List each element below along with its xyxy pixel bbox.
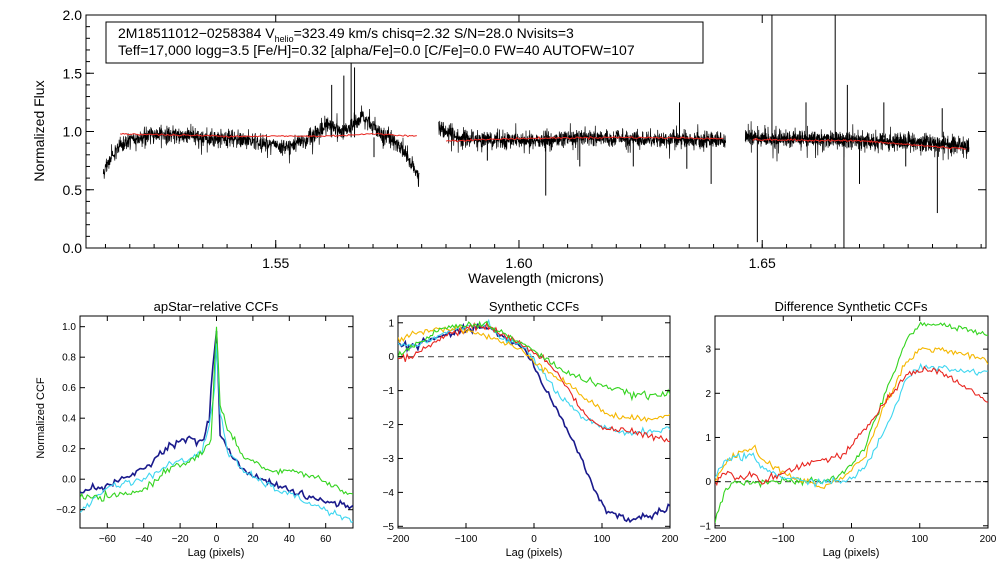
spectrum-chip-1 (102, 105, 420, 188)
synthetic-ticks-layer: −200 −100 0 100 200 −5 −4 −3 −2 −1 0 1 (383, 316, 679, 545)
ccf-apstar-series-cyan (80, 343, 353, 523)
apstar-ccf-panel: −60 −40 −20 0 20 40 60 −0.2 0.0 0.2 0.4 0.6 0.8 1.0 a… (35, 299, 354, 559)
ccf-apstar-y-tick-label: 0.0 (62, 475, 76, 486)
difference-ccf-title: Difference Synthetic CCFs (775, 299, 928, 314)
annotation-line-1: 2M18511012−0258384 Vhelio=323.49 km/s ch… (118, 25, 574, 44)
ccf-apstar-x-tick-label: 0 (214, 534, 220, 545)
ccf-difference-series-green (715, 321, 988, 524)
spectrum-model-1 (119, 132, 417, 138)
spectrum-x-axis-title: Wavelength (microns) (468, 270, 604, 286)
ccf-apstar-x-tick-label: 40 (284, 534, 296, 545)
ccf-synthetic-y-tick-label: −2 (383, 420, 395, 431)
ccf-synthetic-y-tick-label: 1 (388, 318, 394, 329)
ccf-apstar-y-tick-label: 0.2 (62, 444, 76, 455)
ccf-difference-series-cyan (715, 362, 988, 488)
apstar-series-layer (80, 326, 353, 523)
spectrum-y-tick-label: 0.5 (63, 182, 83, 198)
ccf-synthetic-series-navy (398, 322, 670, 524)
ccf-difference-series-orange (715, 346, 988, 490)
ccf-synthetic-x-tick-label: 200 (662, 534, 679, 545)
spectrum-x-tick-label: 1.60 (505, 255, 532, 271)
difference-ticks-layer: −200 −100 0 100 200 −1 0 1 2 3 (700, 316, 997, 545)
ccf-synthetic-y-tick-label: −4 (383, 488, 395, 499)
ccf-apstar-x-tick-label: −40 (135, 534, 152, 545)
spectrum-x-tick-label: 1.55 (262, 255, 289, 271)
spectrum-panel: 1.55 1.60 1.65 0.0 0.5 1.0 1.5 2.0 2M18511012−0… (31, 7, 987, 286)
ccf-synthetic-series-red (398, 320, 670, 443)
spectrum-model-3 (752, 137, 967, 150)
spectrum-chip-2 (438, 120, 727, 161)
spectrum-series-layer (102, 15, 970, 248)
ccf-synthetic-x-tick-label: −200 (387, 534, 410, 545)
apstar-ticks-layer: −60 −40 −20 0 20 40 60 −0.2 0.0 0.2 0.4 0.6 0.8 1.0 (56, 316, 353, 545)
spectrum-ticks-layer: 1.55 1.60 1.65 0.0 0.5 1.0 1.5 2.0 (63, 7, 986, 271)
ccf-difference-x-tick-label: 100 (911, 534, 928, 545)
difference-x-axis-title: Lag (pixels) (823, 547, 880, 559)
synthetic-ccf-title: Synthetic CCFs (489, 299, 580, 314)
spectrum-x-tick-label: 1.65 (749, 255, 776, 271)
ccf-apstar-x-tick-label: 60 (320, 534, 332, 545)
ccf-synthetic-x-tick-label: 100 (594, 534, 611, 545)
ccf-synthetic-y-tick-label: −3 (383, 454, 395, 465)
difference-ccf-panel: −200 −100 0 100 200 −1 0 1 2 3 Difference Synthet… (700, 299, 997, 559)
ccf-synthetic-y-tick-label: −1 (383, 386, 395, 397)
annotation-line-2: Teff=17,000 logg=3.5 [Fe/H]=0.32 [alpha/… (118, 42, 635, 58)
ccf-difference-y-tick-label: 3 (705, 345, 711, 356)
ccf-synthetic-y-tick-label: 0 (388, 352, 394, 363)
ccf-apstar-x-tick-label: −60 (99, 534, 116, 545)
ccf-difference-x-tick-label: 0 (849, 534, 855, 545)
ccf-difference-y-tick-label: 2 (705, 389, 711, 400)
ccf-apstar-y-tick-label: 0.6 (62, 383, 76, 394)
ccf-apstar-x-tick-label: −20 (172, 534, 189, 545)
difference-series-layer (715, 321, 988, 524)
spectrum-y-axis-title: Normalized Flux (31, 80, 47, 181)
spectrum-annotation: 2M18511012−0258384 Vhelio=323.49 km/s ch… (105, 21, 704, 64)
ccf-apstar-y-tick-label: 0.4 (62, 414, 76, 425)
synthetic-ccf-panel: −200 −100 0 100 200 −5 −4 −3 −2 −1 0 1 Synthetic CC… (383, 299, 679, 559)
spectrum-y-tick-label: 1.0 (63, 124, 83, 140)
ccf-difference-x-tick-label: −200 (704, 534, 727, 545)
spectrum-y-tick-label: 2.0 (63, 7, 83, 23)
apstar-ccf-title: apStar−relative CCFs (154, 299, 279, 314)
ccf-difference-y-tick-label: 0 (705, 477, 711, 488)
ccf-synthetic-series-green (398, 320, 670, 402)
ccf-synthetic-series-cyan (398, 318, 670, 437)
spectrum-y-tick-label: 1.5 (63, 65, 83, 81)
ccf-difference-series-red (715, 365, 988, 487)
ccf-synthetic-series-orange (398, 324, 670, 423)
ccf-apstar-series-green (80, 326, 353, 502)
ccf-apstar-y-tick-label: −0.2 (56, 505, 76, 516)
spectrum-y-tick-label: 0.0 (63, 240, 83, 256)
apstar-y-axis-title: Normalized CCF (35, 377, 47, 459)
ccf-apstar-y-tick-label: 1.0 (62, 322, 76, 333)
apstar-x-axis-title: Lag (pixels) (188, 547, 245, 559)
synthetic-series-layer (398, 318, 670, 524)
spectrum-model-2 (445, 135, 724, 143)
ccf-synthetic-x-tick-label: 0 (531, 534, 537, 545)
ccf-apstar-x-tick-label: 20 (247, 534, 259, 545)
synthetic-x-axis-title: Lag (pixels) (506, 547, 563, 559)
ccf-synthetic-x-tick-label: −100 (455, 534, 478, 545)
ccf-difference-y-tick-label: −1 (700, 521, 712, 532)
ccf-synthetic-y-tick-label: −5 (383, 522, 395, 533)
spectrum-chip-3 (744, 121, 970, 162)
annotation-box (105, 21, 704, 64)
ccf-difference-x-tick-label: 200 (980, 534, 997, 545)
ccf-difference-y-tick-label: 1 (705, 433, 711, 444)
ccf-difference-x-tick-label: −100 (772, 534, 795, 545)
ccf-apstar-y-tick-label: 0.8 (62, 353, 76, 364)
